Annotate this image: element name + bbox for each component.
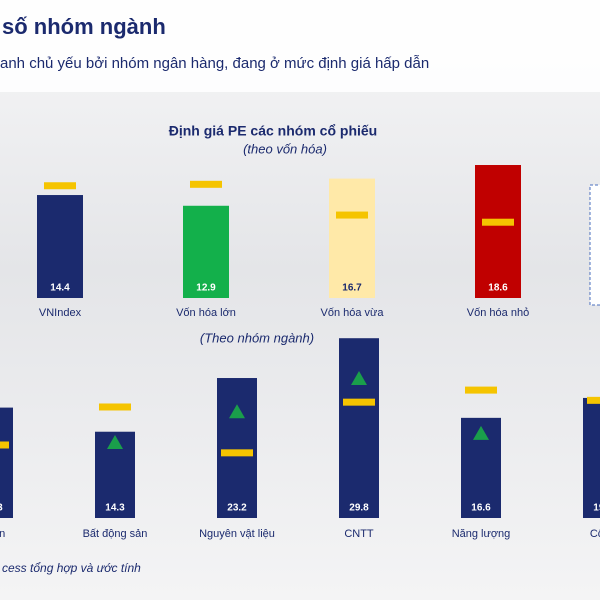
bar [217, 378, 257, 518]
bar [183, 205, 229, 298]
value-label: 29.8 [349, 503, 369, 514]
bar [583, 397, 600, 518]
x-tick-label: Nguyên vật liệu [199, 528, 275, 540]
bar [339, 338, 379, 518]
forward-marker [107, 434, 123, 449]
value-label: 16.7 [342, 283, 362, 294]
value-label: 18.6 [488, 283, 508, 294]
average-marker [465, 386, 497, 394]
bar [329, 178, 375, 298]
value-label: 14.4 [50, 283, 70, 294]
page-title: số nhóm ngành [2, 14, 166, 39]
x-tick-label: Vốn hóa vừa [320, 307, 384, 319]
x-tick-label: Bất động sản [83, 528, 148, 540]
forward-marker [473, 425, 489, 440]
forward-marker [351, 371, 367, 386]
chart-subtitle: (theo vốn hóa) [243, 141, 327, 156]
x-tick-label: Vốn hóa nhỏ [467, 307, 529, 319]
chart-title: Định giá PE các nhóm cổ phiếu [169, 123, 377, 139]
average-marker [99, 403, 131, 411]
source-note: cess tổng hợp và ước tính [2, 561, 141, 575]
x-tick-label: VNIndex [39, 307, 82, 319]
value-label: 23.2 [227, 503, 247, 514]
value-label: 12.9 [196, 283, 216, 294]
bar [475, 165, 521, 298]
x-tick-label: Vốn hóa lớn [176, 307, 236, 319]
average-marker [587, 396, 600, 404]
average-marker [190, 180, 222, 188]
page-subtitle: anh chủ yếu bởi nhóm ngân hàng, đang ở m… [0, 55, 429, 72]
value-label: 18.3 [0, 503, 3, 514]
average-marker [482, 218, 514, 226]
x-tick-label: Công [590, 528, 600, 540]
average-marker [336, 211, 368, 219]
bar [37, 195, 83, 298]
average-marker [44, 182, 76, 190]
value-label: 16.6 [471, 503, 491, 514]
average-marker [343, 398, 375, 406]
value-label: 19.9 [593, 503, 600, 514]
x-tick-label: CNTT [344, 528, 374, 540]
side-panel [589, 184, 600, 306]
forward-marker [229, 404, 245, 419]
x-tick-label: hoán [0, 528, 5, 540]
bar [0, 407, 13, 518]
header-band [0, 0, 600, 92]
value-label: 14.3 [105, 503, 125, 514]
x-tick-label: Năng lượng [452, 528, 511, 540]
chart-subtitle: (Theo nhóm ngành) [200, 330, 314, 345]
average-marker [221, 449, 253, 457]
average-marker [0, 441, 9, 449]
